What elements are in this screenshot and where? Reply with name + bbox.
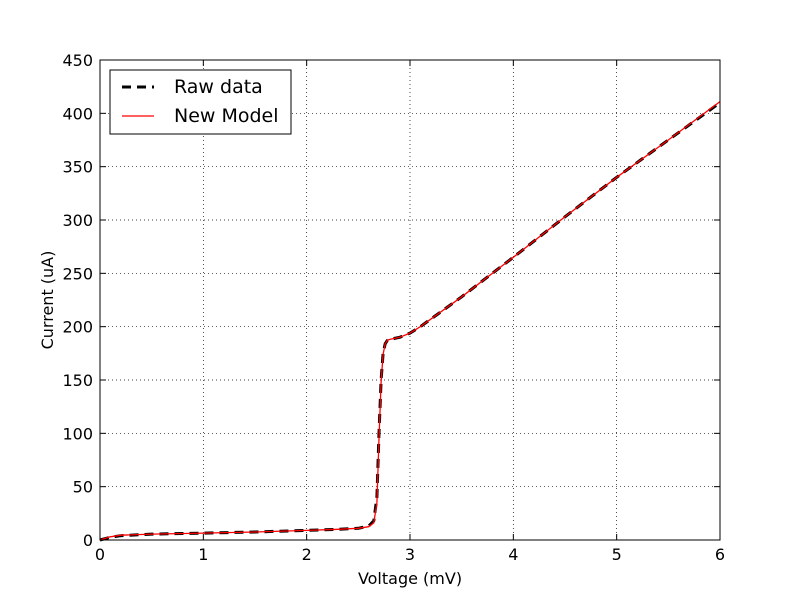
- y-tick-label: 100: [62, 424, 93, 443]
- legend-label-raw-data: Raw data: [174, 76, 263, 98]
- y-tick-label: 300: [62, 211, 93, 230]
- y-tick-label: 200: [62, 318, 93, 337]
- x-tick-label: 6: [715, 545, 725, 564]
- legend: Raw data New Model: [109, 69, 292, 135]
- x-tick-label: 5: [612, 545, 622, 564]
- axis-ticks: 0 1 2 3 4 5 6 0 50 100 150 200 250 300 350 400 450: [62, 51, 725, 564]
- y-tick-label: 350: [62, 158, 93, 177]
- y-tick-label: 50: [73, 478, 93, 497]
- y-tick-label: 400: [62, 104, 93, 123]
- legend-box: [109, 69, 292, 135]
- x-tick-label: 4: [508, 545, 518, 564]
- x-tick-label: 0: [95, 545, 105, 564]
- x-axis-title: Voltage (mV): [358, 569, 462, 588]
- plot-series: [99, 101, 721, 542]
- y-tick-label: 450: [62, 51, 93, 70]
- x-tick-label: 3: [405, 545, 415, 564]
- x-tick-label: 1: [198, 545, 208, 564]
- y-tick-label: 0: [83, 531, 93, 550]
- y-axis-title: Current (uA): [38, 251, 57, 350]
- series-line-new-model: [99, 101, 721, 541]
- y-tick-label: 150: [62, 371, 93, 390]
- y-tick-label: 250: [62, 264, 93, 283]
- x-tick-label: 2: [302, 545, 312, 564]
- legend-label-new-model: New Model: [174, 105, 279, 127]
